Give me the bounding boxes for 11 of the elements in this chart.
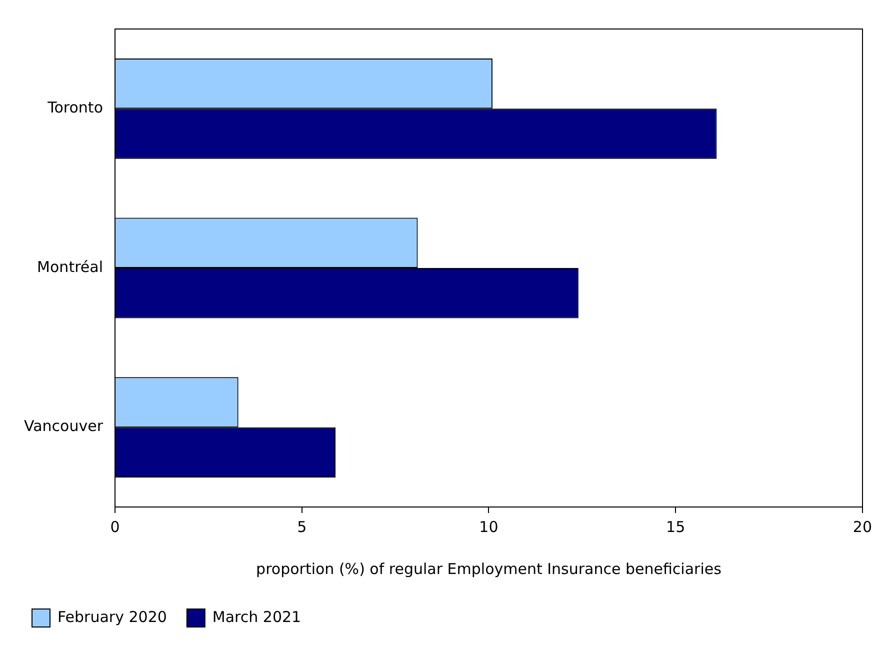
y-tick-label: Montréal xyxy=(37,258,103,276)
y-tick-label: Vancouver xyxy=(24,417,104,436)
x-tick-label: 15 xyxy=(666,518,686,536)
x-axis-title: proportion (%) of regular Employment Insurance beneficiaries xyxy=(256,560,722,578)
x-tick-label: 20 xyxy=(852,518,872,536)
legend-label: February 2020 xyxy=(58,608,167,626)
y-tick-label: Toronto xyxy=(46,98,103,117)
x-tick-label: 10 xyxy=(479,518,498,536)
x-tick-label: 5 xyxy=(297,518,307,536)
legend-label: March 2021 xyxy=(212,608,302,626)
x-tick-label: 0 xyxy=(110,518,120,536)
